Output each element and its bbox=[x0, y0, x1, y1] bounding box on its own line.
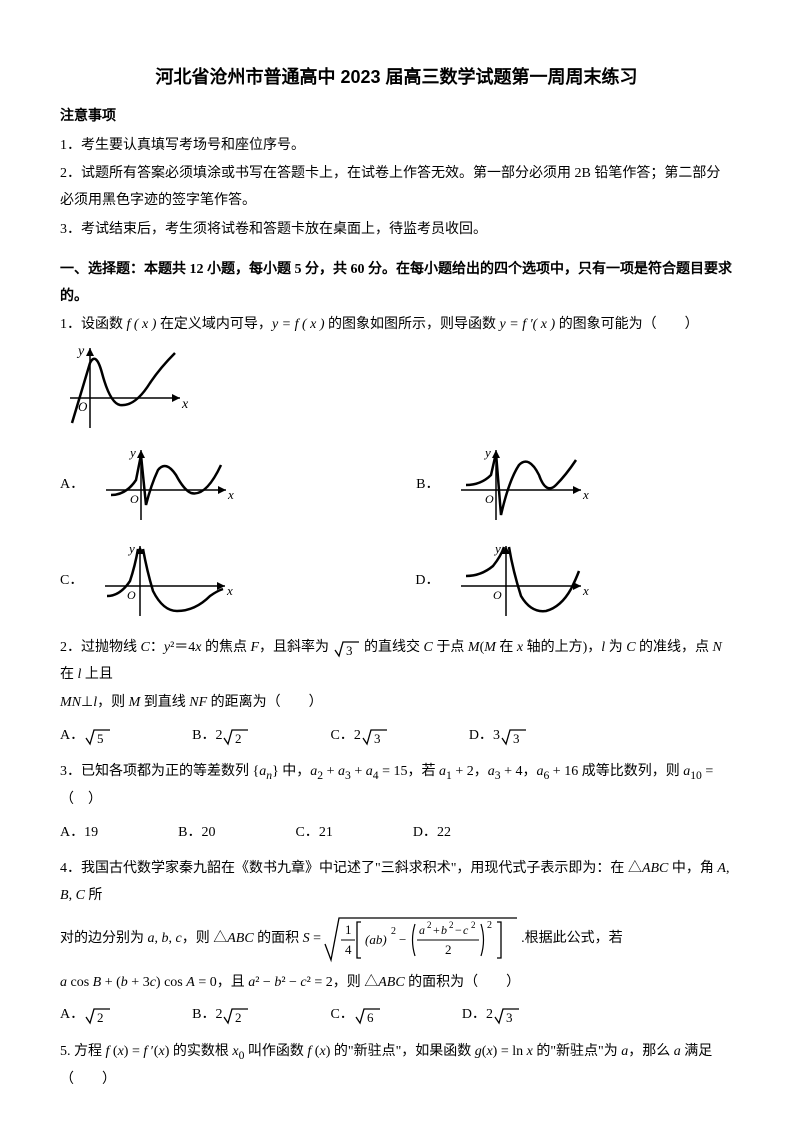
q1-option-b: B． x y O bbox=[416, 445, 591, 525]
svg-text:y: y bbox=[483, 445, 491, 460]
sqrt3-icon: 3 bbox=[333, 638, 361, 658]
heron-formula: 1 4 (ab) 2 − a2 + b2 − c2 2 2 bbox=[321, 912, 521, 968]
question-2-cont: MN⊥l，则 M 到直线 NF 的距离为（ ） bbox=[60, 690, 733, 717]
svg-text:+: + bbox=[433, 923, 440, 937]
q3-opt-c: C．21 bbox=[295, 820, 332, 847]
svg-text:O: O bbox=[130, 492, 139, 506]
graph-option-a: x y O bbox=[96, 445, 236, 525]
option-label-c: C． bbox=[60, 568, 83, 595]
notice-item: 3．考试结束后，考生须将试卷和答题卡放在桌面上，待监考员收回。 bbox=[60, 217, 733, 244]
svg-text:−: − bbox=[399, 932, 406, 947]
q4-options: A．2 B．22 C．6 D．23 bbox=[60, 1002, 733, 1029]
question-5: 5. 方程 f (x) = f ′(x) 的实数根 x0 叫作函数 f (x) … bbox=[60, 1039, 733, 1094]
q1-text-mid1: 在定义域内可导， bbox=[156, 317, 272, 332]
svg-text:x: x bbox=[582, 487, 589, 502]
svg-text:5: 5 bbox=[97, 731, 104, 746]
svg-text:O: O bbox=[493, 588, 502, 602]
svg-text:3: 3 bbox=[513, 731, 520, 746]
q1-options-row2: C． x y O D． x y O bbox=[60, 537, 733, 625]
graph-f: x y O bbox=[60, 343, 190, 433]
q2-opt-b: B．22 bbox=[192, 723, 250, 750]
graph-option-d: x y O bbox=[451, 541, 591, 621]
graph-option-b: x y O bbox=[451, 445, 591, 525]
q1-fx: f ( x ) bbox=[127, 317, 157, 332]
svg-text:x: x bbox=[582, 583, 589, 598]
q3-opt-b: B．20 bbox=[178, 820, 215, 847]
question-1: 1．设函数 f ( x ) 在定义域内可导，y = f ( x ) 的图象如图所… bbox=[60, 312, 733, 339]
q1-yfx: y = f ( x ) bbox=[272, 317, 325, 332]
option-label-d: D． bbox=[415, 568, 439, 595]
svg-text:2: 2 bbox=[445, 942, 452, 957]
svg-text:O: O bbox=[485, 492, 494, 506]
svg-text:2: 2 bbox=[487, 920, 492, 931]
svg-text:x: x bbox=[181, 397, 189, 412]
question-4-line2: 对的边分别为 a, b, c，则 △ABC 的面积 S = 1 4 (ab) 2… bbox=[60, 912, 733, 968]
q1-options-row1: A． x y O B． x y O bbox=[60, 441, 733, 529]
q2-opt-a: A．5 bbox=[60, 723, 112, 750]
q1-text-post: 的图象可能为（ ） bbox=[555, 317, 699, 332]
question-3: 3．已知各项都为正的等差数列 {an} 中，a2 + a3 + a4 = 15，… bbox=[60, 759, 733, 814]
q1-text-pre: 1．设函数 bbox=[60, 317, 127, 332]
q4-opt-d: D．23 bbox=[462, 1002, 521, 1029]
q1-main-graph: x y O bbox=[60, 343, 733, 433]
svg-text:3: 3 bbox=[346, 643, 353, 658]
svg-text:y: y bbox=[76, 344, 85, 359]
svg-text:1: 1 bbox=[345, 922, 352, 937]
q1-option-c: C． x y O bbox=[60, 541, 235, 621]
question-4-line1: 4．我国古代数学家秦九韶在《数书九章》中记述了"三斜求积术"，用现代式子表示即为… bbox=[60, 856, 733, 909]
svg-text:(ab): (ab) bbox=[365, 932, 387, 947]
svg-text:b: b bbox=[441, 923, 447, 937]
q1-text-mid2: 的图象如图所示，则导函数 bbox=[325, 317, 500, 332]
svg-text:−: − bbox=[455, 923, 462, 937]
q1-yfpx: y = f ′( x ) bbox=[500, 317, 556, 332]
svg-text:3: 3 bbox=[506, 1010, 513, 1025]
notice-item: 1．考生要认真填写考场号和座位序号。 bbox=[60, 133, 733, 160]
notice-item: 2．试题所有答案必须填涂或书写在答题卡上，在试卷上作答无效。第一部分必须用 2B… bbox=[60, 161, 733, 214]
graph-option-c: x y O bbox=[95, 541, 235, 621]
svg-text:2: 2 bbox=[427, 920, 432, 930]
q4-opt-b: B．22 bbox=[192, 1002, 250, 1029]
option-label-b: B． bbox=[416, 472, 439, 499]
q2-options: A．5 B．22 C．23 D．33 bbox=[60, 723, 733, 750]
page-title: 河北省沧州市普通高中 2023 届高三数学试题第一周周末练习 bbox=[60, 60, 733, 94]
q2-opt-d: D．33 bbox=[469, 723, 528, 750]
q1-option-a: A． x y O bbox=[60, 445, 236, 525]
svg-text:3: 3 bbox=[374, 731, 381, 746]
q3-opt-a: A．19 bbox=[60, 820, 98, 847]
svg-text:2: 2 bbox=[235, 1010, 242, 1025]
svg-text:6: 6 bbox=[367, 1010, 374, 1025]
svg-text:2: 2 bbox=[235, 731, 242, 746]
q2-text: 2．过抛物线 C：y²＝4x 的焦点 F，且斜率为 3 的直线交 C 于点 M(… bbox=[60, 640, 722, 682]
q3-options: A．19 B．20 C．21 D．22 bbox=[60, 820, 733, 847]
svg-text:2: 2 bbox=[449, 920, 454, 930]
q2-opt-c: C．23 bbox=[330, 723, 388, 750]
svg-text:c: c bbox=[463, 923, 469, 937]
svg-text:a: a bbox=[419, 923, 425, 937]
option-label-a: A． bbox=[60, 472, 84, 499]
section-heading: 一、选择题：本题共 12 小题，每小题 5 分，共 60 分。在每小题给出的四个… bbox=[60, 257, 733, 310]
svg-text:2: 2 bbox=[471, 920, 476, 930]
notice-heading: 注意事项 bbox=[60, 104, 733, 131]
question-4-line3: a cos B + (b + 3c) cos A = 0，且 a² − b² −… bbox=[60, 970, 733, 997]
svg-text:O: O bbox=[127, 588, 136, 602]
svg-text:y: y bbox=[127, 541, 135, 556]
svg-text:2: 2 bbox=[97, 1010, 104, 1025]
question-2: 2．过抛物线 C：y²＝4x 的焦点 F，且斜率为 3 的直线交 C 于点 M(… bbox=[60, 635, 733, 688]
svg-text:4: 4 bbox=[345, 942, 352, 957]
q1-option-d: D． x y O bbox=[415, 541, 591, 621]
svg-text:2: 2 bbox=[391, 926, 396, 937]
svg-text:y: y bbox=[128, 445, 136, 460]
q4-opt-a: A．2 bbox=[60, 1002, 112, 1029]
svg-text:x: x bbox=[226, 583, 233, 598]
q4-opt-c: C．6 bbox=[330, 1002, 381, 1029]
q3-opt-d: D．22 bbox=[413, 820, 451, 847]
svg-text:x: x bbox=[227, 487, 234, 502]
